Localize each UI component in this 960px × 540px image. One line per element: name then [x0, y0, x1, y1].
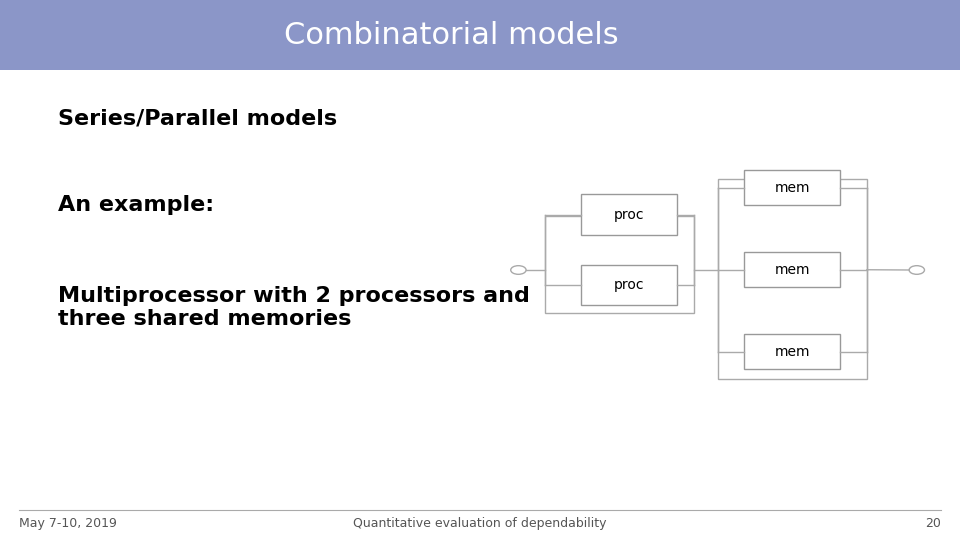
Text: Combinatorial models: Combinatorial models [284, 21, 618, 50]
FancyBboxPatch shape [581, 265, 677, 305]
FancyBboxPatch shape [581, 194, 677, 235]
Text: mem: mem [775, 263, 809, 276]
Text: Quantitative evaluation of dependability: Quantitative evaluation of dependability [353, 517, 607, 530]
Text: May 7-10, 2019: May 7-10, 2019 [19, 517, 117, 530]
Text: proc: proc [613, 208, 644, 221]
FancyBboxPatch shape [0, 0, 960, 70]
Text: 20: 20 [924, 517, 941, 530]
Text: proc: proc [613, 278, 644, 292]
Text: An example:: An example: [58, 195, 214, 215]
FancyBboxPatch shape [744, 252, 840, 287]
Text: Series/Parallel models: Series/Parallel models [58, 109, 337, 129]
FancyBboxPatch shape [545, 216, 694, 313]
FancyBboxPatch shape [718, 179, 867, 379]
FancyBboxPatch shape [744, 334, 840, 369]
Text: mem: mem [775, 345, 809, 359]
Text: Multiprocessor with 2 processors and
three shared memories: Multiprocessor with 2 processors and thr… [58, 286, 530, 329]
Text: mem: mem [775, 181, 809, 194]
FancyBboxPatch shape [744, 170, 840, 205]
